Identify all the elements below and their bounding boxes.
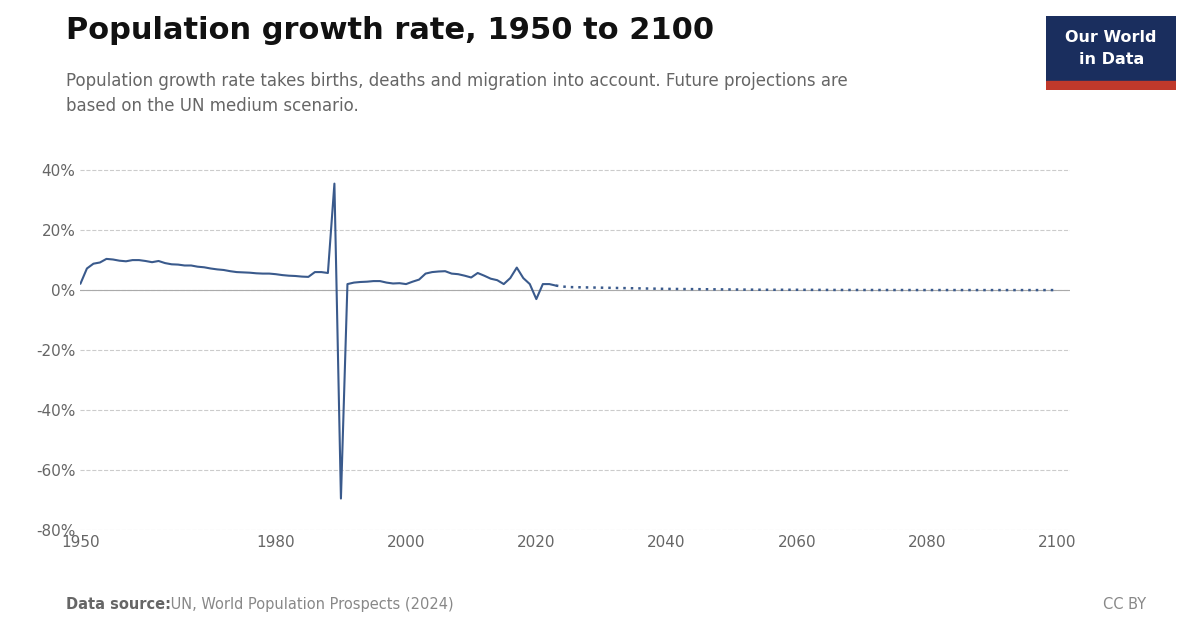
Text: Our World: Our World [1066, 30, 1157, 45]
Text: in Data: in Data [1079, 51, 1144, 67]
Text: Data source:: Data source: [66, 597, 172, 612]
Text: CC BY: CC BY [1103, 597, 1146, 612]
Text: UN, World Population Prospects (2024): UN, World Population Prospects (2024) [166, 597, 454, 612]
Text: Population growth rate, 1950 to 2100: Population growth rate, 1950 to 2100 [66, 16, 714, 45]
Text: Population growth rate takes births, deaths and migration into account. Future p: Population growth rate takes births, dea… [66, 72, 847, 115]
Bar [1046, 81, 1176, 90]
